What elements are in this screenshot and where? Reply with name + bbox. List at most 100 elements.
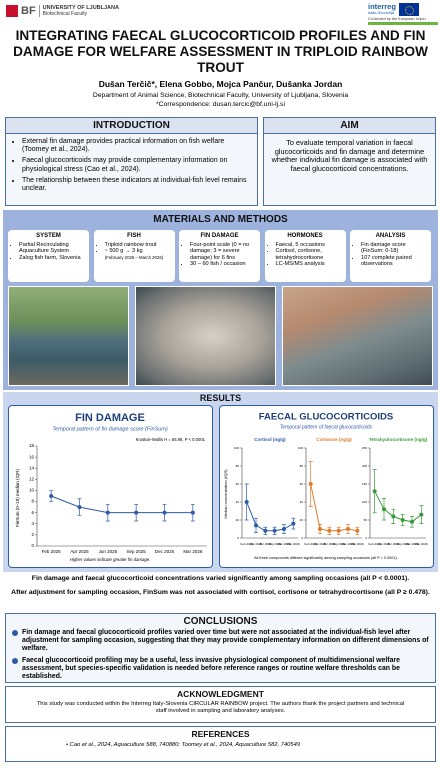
panel-title: Cortisone (ng/g)	[316, 437, 352, 442]
data-point	[355, 528, 360, 533]
partner-bar	[368, 22, 438, 25]
conclusions-heading: CONCLUSIONS	[183, 616, 258, 627]
data-point	[272, 528, 277, 533]
chart-note: Higher values indicate greater fin damag…	[70, 557, 151, 562]
y-axis-label: FinSum (0–18) median (IQR)	[15, 468, 20, 527]
method-title: HORMONES	[287, 233, 323, 239]
x-tick-label: Mar 2026	[351, 542, 364, 546]
chart-title: FAECAL GLUCOCORTICOIDS	[259, 412, 393, 423]
x-tick-label: Mar 2026	[183, 549, 203, 554]
x-tick-label: Jun 2025	[99, 549, 118, 554]
faculty: Biotechnical Faculty	[42, 11, 88, 17]
partner-row: interreg Italia-Slovenija	[368, 2, 438, 16]
x-tick-label: Dec 2025	[278, 542, 291, 546]
methods-heading: MATERIALS AND METHODS	[153, 214, 288, 225]
method-box: SYSTEM Partial Recirculating Aquaculture …	[8, 230, 89, 282]
x-tick-label: Dec 2025	[155, 549, 175, 554]
method-list: Triploid rainbow trout~ 500 g → 3 kg	[97, 242, 172, 255]
method-item: ~ 500 g → 3 kg	[105, 248, 172, 255]
y-tick-label: 4	[31, 521, 34, 526]
intro-bullet: External fin damage provides practical i…	[22, 138, 251, 154]
intro-list: External fin damage provides practical i…	[6, 134, 257, 193]
data-point	[346, 527, 350, 531]
x-tick-label: Sep 2025	[127, 549, 147, 554]
y-tick-label: 200	[362, 464, 367, 468]
chart-subtitle: Temporal pattern of faecal glucocorticoi…	[280, 424, 373, 430]
x-tick-label: Apr 2025	[70, 549, 89, 554]
conclusion-item: Fin damage and faecal glucocorticoid pro…	[12, 629, 429, 654]
x-tick-label: Feb 2025	[42, 549, 62, 554]
x-tick-label: Apr 2025	[378, 542, 391, 546]
department: Department of Animal Science, Biotechnic…	[92, 92, 349, 99]
y-tick-label: 20	[236, 518, 240, 522]
y-tick-label: 14	[29, 465, 35, 470]
data-point	[77, 505, 82, 510]
aim-box: AIM To evaluate temporal variation in fa…	[263, 117, 436, 206]
ack-heading: ACKNOWLEDGMENT	[177, 689, 264, 699]
data-point	[372, 489, 377, 494]
data-point	[134, 510, 139, 515]
data-point	[308, 482, 313, 486]
x-tick-label: Feb 2025	[368, 542, 381, 546]
x-tick-label: Sep 2025	[268, 542, 281, 546]
y-tick-label: 0	[237, 536, 239, 540]
logo-caption: UNIVERSITY OF LJUBLJANA Biotechnical Fac…	[38, 5, 119, 17]
aim-heading: AIM	[264, 118, 435, 134]
method-item: 30 – 60 fish / occasion	[190, 261, 257, 268]
y-tick-label: 0	[365, 536, 367, 540]
eu-flag	[398, 3, 419, 16]
y-tick-label: 40	[300, 500, 304, 504]
x-tick-label: Mar 2026	[287, 542, 300, 546]
conclusion-text: Faecal glucocorticoid profiling may be a…	[22, 656, 400, 681]
method-list: Four-point scale (0 = no damage; 3 = sev…	[182, 242, 257, 268]
method-item: Faecal, 5 occasions	[276, 242, 343, 249]
aim-text: To evaluate temporal variation in faecal…	[271, 138, 428, 173]
ack-text: This study was conducted within the Inte…	[36, 701, 405, 714]
x-tick-label: Apr 2025	[250, 542, 263, 546]
method-note: (February 2025 – March 2026)	[104, 254, 164, 260]
y-tick-label: 6	[31, 510, 34, 515]
method-box: ANALYSIS Fin damage score (FinSum: 0-18)1…	[350, 230, 431, 282]
y-tick-label: 2	[31, 532, 34, 537]
data-point	[391, 514, 396, 519]
y-tick-label: 150	[362, 482, 367, 486]
x-tick-label: Feb 2025	[240, 542, 253, 546]
partner-text: interreg Italia-Slovenija	[368, 2, 396, 16]
results-heading: RESULTS	[199, 393, 242, 403]
bullet-dot	[12, 630, 18, 636]
method-item: 107 complete paired observations	[361, 255, 428, 268]
y-tick-label: 80	[236, 464, 240, 468]
data-point	[244, 500, 249, 504]
conclusions-list: Fin damage and faecal glucocorticoid pro…	[6, 627, 435, 686]
y-tick-label: 250	[362, 446, 367, 450]
data-point	[49, 494, 54, 498]
photo-farm	[8, 286, 129, 386]
x-tick-label: Jun 2025	[259, 542, 272, 546]
data-point	[105, 510, 110, 515]
photo-sampling	[282, 286, 433, 386]
authors: Dušan Terčič*, Elena Gobbo, Mojca Pančur…	[98, 79, 343, 89]
data-point	[190, 510, 195, 515]
x-tick-label: Sep 2025	[332, 542, 345, 546]
method-item: Triploid rainbow trout	[105, 242, 172, 249]
y-axis-label: Median concentration (IQR)	[223, 469, 228, 519]
y-tick-label: 0	[301, 536, 303, 540]
method-list: Fin damage score (FinSum: 0-18)107 compl…	[353, 242, 428, 268]
correspondence: *Correspondence: dusan.tercic@bf.uni-lj.…	[156, 101, 285, 108]
panel-title: Tetrahydrocortisone (ng/g)	[369, 437, 428, 442]
eu-stars	[404, 6, 414, 15]
intro-bullet: The relationship between these indicator…	[22, 177, 251, 193]
conclusions-box: CONCLUSIONS Fin damage and faecal glucoc…	[5, 613, 436, 683]
chart-subtitle: Temporal pattern of fin damage score (Fi…	[52, 426, 168, 432]
x-tick-label: Feb 2025	[304, 542, 317, 546]
data-point	[336, 528, 341, 533]
data-point	[291, 521, 296, 526]
chart-stat: Kruskal–Wallis H = 56.98, P < 0.0001	[136, 437, 206, 442]
y-tick-label: 80	[300, 464, 304, 468]
intro-bullet: Faecal glucocorticoids may provide compl…	[22, 157, 251, 173]
method-title: FIN DAMAGE	[200, 233, 239, 239]
ref-entry: Cao et al., 2024, Aquaculture 588, 74088…	[69, 742, 301, 748]
x-tick-label: Jun 2025	[323, 542, 336, 546]
chart-title: FIN DAMAGE	[75, 412, 145, 424]
